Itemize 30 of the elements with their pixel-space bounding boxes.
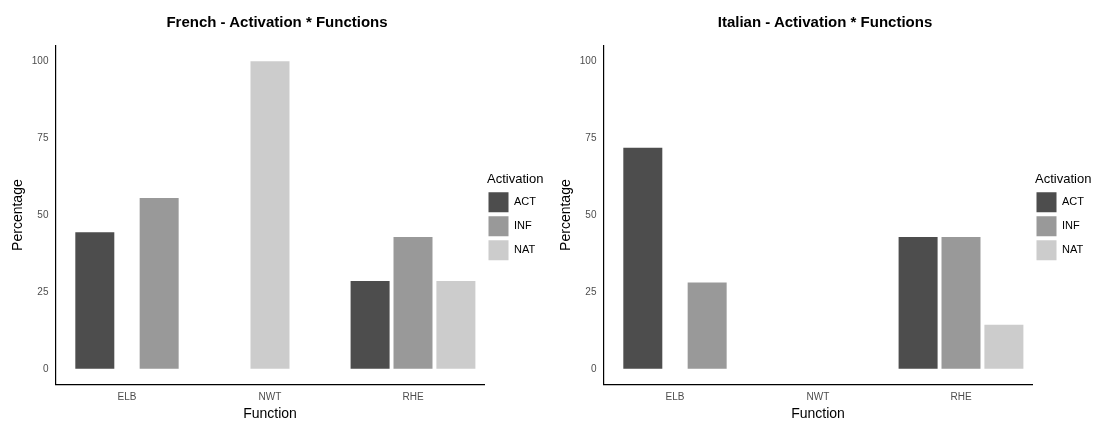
x-tick-label: NWT [258,390,282,402]
y-tick-label: 75 [37,131,49,143]
y-tick-label: 50 [585,208,597,220]
x-tick-label: RHE [402,390,424,402]
x-tick-label: RHE [950,390,972,402]
legend-label: ACT [1062,195,1085,208]
chart-title: French - Activation * Functions [166,13,388,31]
y-tick-label: 50 [37,208,49,220]
y-tick-label: 100 [579,55,597,67]
y-axis-title: Percentage [557,179,574,251]
x-tick-label: ELB [117,390,137,402]
legend-label: NAT [1062,243,1084,256]
y-tick-label: 25 [585,285,597,297]
y-tick-label: 100 [31,55,49,67]
legend-label: INF [1062,219,1080,232]
chart-title: Italian - Activation * Functions [717,13,933,31]
y-tick-label: 25 [37,285,49,297]
legend-label: NAT [514,243,536,256]
y-tick-label: 0 [590,362,597,374]
legend-title: Activation [1035,170,1092,186]
y-tick-label: 75 [585,131,597,143]
y-tick-label: 0 [42,362,49,374]
x-tick-label: ELB [665,390,685,402]
x-axis-title: Function [791,405,845,422]
legend-label: ACT [514,195,537,208]
legend-title: Activation [487,170,544,186]
x-axis-title: Function [243,405,297,422]
x-tick-label: NWT [806,390,830,402]
legend-label: INF [514,219,532,232]
y-axis-title: Percentage [9,179,26,251]
